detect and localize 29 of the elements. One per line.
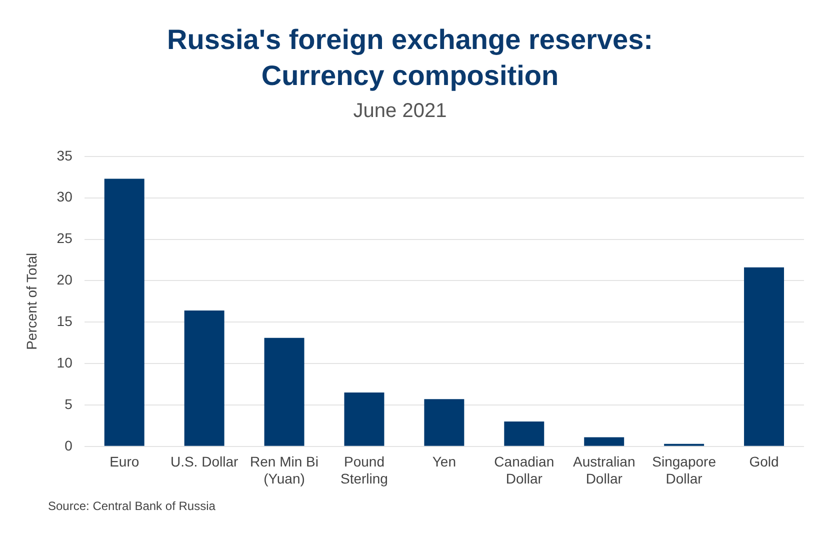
- x-tick-label: Canadian Dollar: [494, 454, 554, 486]
- bar: [744, 267, 784, 446]
- x-tick-label: Singapore Dollar: [652, 454, 716, 486]
- x-tick-label: Gold: [749, 454, 779, 470]
- bar: [424, 399, 464, 446]
- y-tick-label: 20: [56, 272, 73, 288]
- chart-title: Russia's foreign exchange reserves: Currency composition: [166, 23, 654, 93]
- x-tick-label: Pound Sterling: [340, 454, 388, 486]
- bar: [104, 178, 144, 446]
- x-tick-label: Euro: [110, 454, 140, 470]
- x-tick-label: U.S. Dollar: [170, 454, 238, 470]
- y-tick-label: 15: [56, 312, 73, 329]
- y-tick-label: 10: [56, 354, 73, 370]
- y-tick-label: 0: [64, 437, 73, 454]
- y-tick-label: 25: [56, 230, 73, 246]
- source-note: Source: Central Bank of Russia: [48, 499, 216, 513]
- x-tick-label: Yen: [432, 454, 456, 470]
- bar: [344, 392, 384, 446]
- y-axis-title: Percent of Total: [23, 252, 40, 350]
- y-tick-label: 5: [64, 396, 73, 412]
- x-tick-label: Ren Min Bi (Yuan): [250, 454, 319, 486]
- y-tick-label: 35: [56, 147, 73, 164]
- bar: [264, 338, 304, 446]
- bar: [184, 310, 224, 446]
- x-tick-label: Australian Dollar: [572, 454, 636, 486]
- bar: [584, 437, 624, 446]
- chart-subtitle: June 2021: [352, 100, 448, 123]
- bar: [504, 422, 544, 446]
- y-tick-label: 30: [56, 188, 73, 205]
